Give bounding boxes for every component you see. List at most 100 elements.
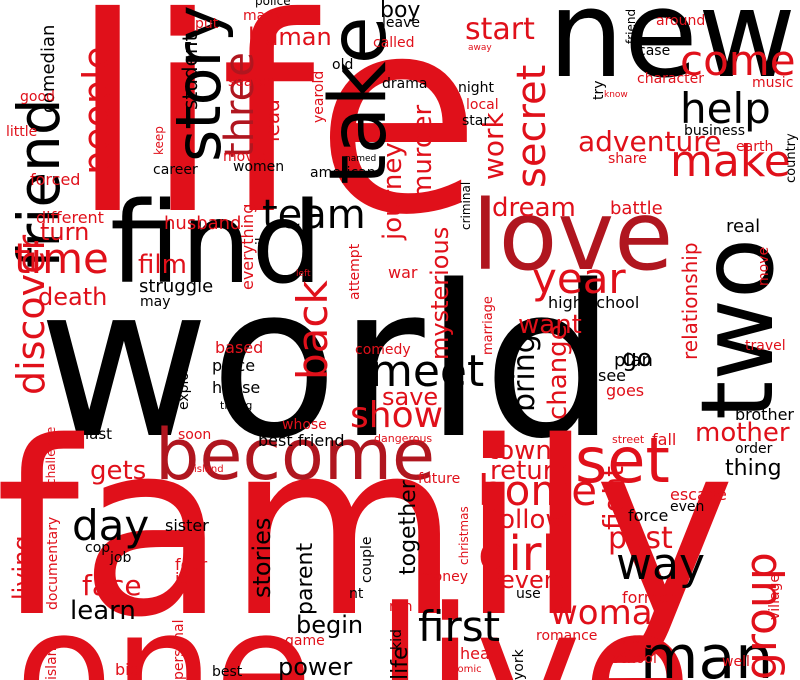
cloud-word: help	[680, 84, 771, 133]
cloud-word: death	[38, 283, 108, 311]
cloud-word: money	[420, 569, 468, 585]
cloud-word: marriage	[481, 296, 496, 355]
cloud-word: together	[396, 480, 421, 575]
cloud-word: event	[500, 566, 569, 594]
cloud-word: plan	[614, 350, 653, 371]
cloud-word: police	[255, 0, 291, 8]
cloud-word: may	[140, 294, 171, 310]
cloud-word: well	[722, 654, 750, 670]
cloud-word: run	[389, 599, 413, 615]
cloud-word: parent	[293, 542, 318, 615]
cloud-word: secret	[509, 64, 555, 188]
cloud-word: forced	[30, 170, 81, 189]
cloud-word: big	[115, 660, 140, 679]
cloud-word: bring	[507, 334, 542, 412]
cloud-word: face	[82, 569, 142, 602]
cloud-word: village	[767, 573, 783, 620]
cloud-word: journey	[378, 142, 408, 240]
cloud-word: move	[756, 246, 772, 286]
cloud-word: film	[138, 250, 187, 280]
cloud-word: called	[373, 35, 415, 51]
cloud-word: one	[15, 576, 313, 680]
cloud-word: trying	[220, 399, 253, 412]
cloud-word: come	[680, 36, 796, 85]
cloud-word: attempt	[347, 243, 363, 300]
cloud-word: last	[85, 425, 113, 443]
cloud-word: love	[472, 180, 674, 292]
cloud-word: little	[6, 124, 38, 140]
cloud-word: thing	[725, 456, 782, 481]
cloud-word: evil	[254, 237, 270, 262]
cloud-word: explore	[176, 357, 192, 410]
cloud-word: set	[575, 424, 670, 497]
cloud-word: cop	[85, 540, 111, 556]
cloud-word: romance	[536, 628, 598, 644]
cloud-word: want	[518, 310, 582, 340]
cloud-word: human	[248, 23, 332, 51]
cloud-word: start	[465, 12, 535, 47]
cloud-word: good	[20, 89, 55, 105]
cloud-word: way	[616, 539, 705, 590]
cloud-word: learn	[70, 596, 136, 626]
cloud-word: challenge	[44, 426, 58, 485]
cloud-word: husband	[164, 213, 242, 234]
cloud-word: real	[726, 216, 761, 237]
cloud-word: return	[490, 456, 570, 486]
cloud-word: world	[38, 240, 617, 485]
cloud-word: living	[8, 535, 36, 600]
cloud-word: know	[604, 90, 628, 100]
cloud-word: future	[418, 471, 461, 487]
cloud-word: power	[278, 653, 353, 680]
cloud-word: woman	[550, 593, 675, 633]
cloud-word: save	[382, 383, 439, 411]
cloud-word: battle	[610, 198, 663, 219]
cloud-word: force	[628, 506, 669, 525]
cloud-word: named	[345, 154, 377, 164]
cloud-word: year	[532, 254, 626, 303]
cloud-word: christmas	[457, 506, 471, 565]
cloud-word: follow	[490, 505, 567, 535]
cloud-word: away	[468, 43, 492, 53]
cloud-word: music	[752, 75, 794, 91]
cloud-word: girl	[478, 526, 555, 582]
cloud-word: goes	[606, 381, 645, 400]
cloud-word: documentary	[45, 516, 61, 610]
cloud-word: former	[622, 588, 676, 607]
cloud-word: stories	[248, 517, 276, 598]
cloud-word: day	[72, 501, 150, 550]
cloud-word: boy	[380, 0, 421, 23]
cloud-word: fall	[652, 430, 677, 449]
cloud-word: place	[212, 356, 256, 375]
cloud-word: first	[418, 602, 501, 651]
cloud-word: student	[178, 33, 202, 110]
cloud-word: keep	[152, 126, 166, 155]
cloud-word: use	[516, 586, 541, 602]
cloud-word: share	[608, 151, 647, 167]
cloud-word: comedy	[355, 342, 411, 358]
cloud-word: new	[548, 0, 797, 105]
cloud-word: gets	[90, 456, 147, 486]
cloud-word: escape	[670, 485, 727, 504]
cloud-word: turn	[40, 218, 90, 246]
cloud-word: back	[288, 280, 337, 380]
cloud-word: crime	[613, 637, 653, 653]
cloud-word: struggle	[139, 276, 214, 297]
cloud-word: discover	[9, 234, 53, 395]
cloud-word: around	[656, 13, 706, 29]
cloud-word: different	[36, 208, 104, 227]
cloud-word: order	[735, 441, 773, 457]
cloud-word: show	[350, 395, 444, 436]
cloud-word: three	[217, 52, 263, 158]
cloud-word: job	[110, 550, 132, 566]
cloud-word: team	[262, 192, 366, 238]
cloud-word: leave	[382, 15, 420, 31]
cloud-word: case	[638, 43, 671, 59]
cloud-word: old	[332, 57, 354, 73]
cloud-word: nt	[349, 586, 364, 602]
cloud-word: lead	[260, 99, 284, 142]
cloud-word: star	[462, 113, 490, 129]
cloud-word: life	[388, 646, 413, 680]
cloud-word: adventure	[578, 125, 722, 158]
cloud-word: brother	[735, 405, 795, 424]
cloud-word: even	[670, 499, 705, 515]
